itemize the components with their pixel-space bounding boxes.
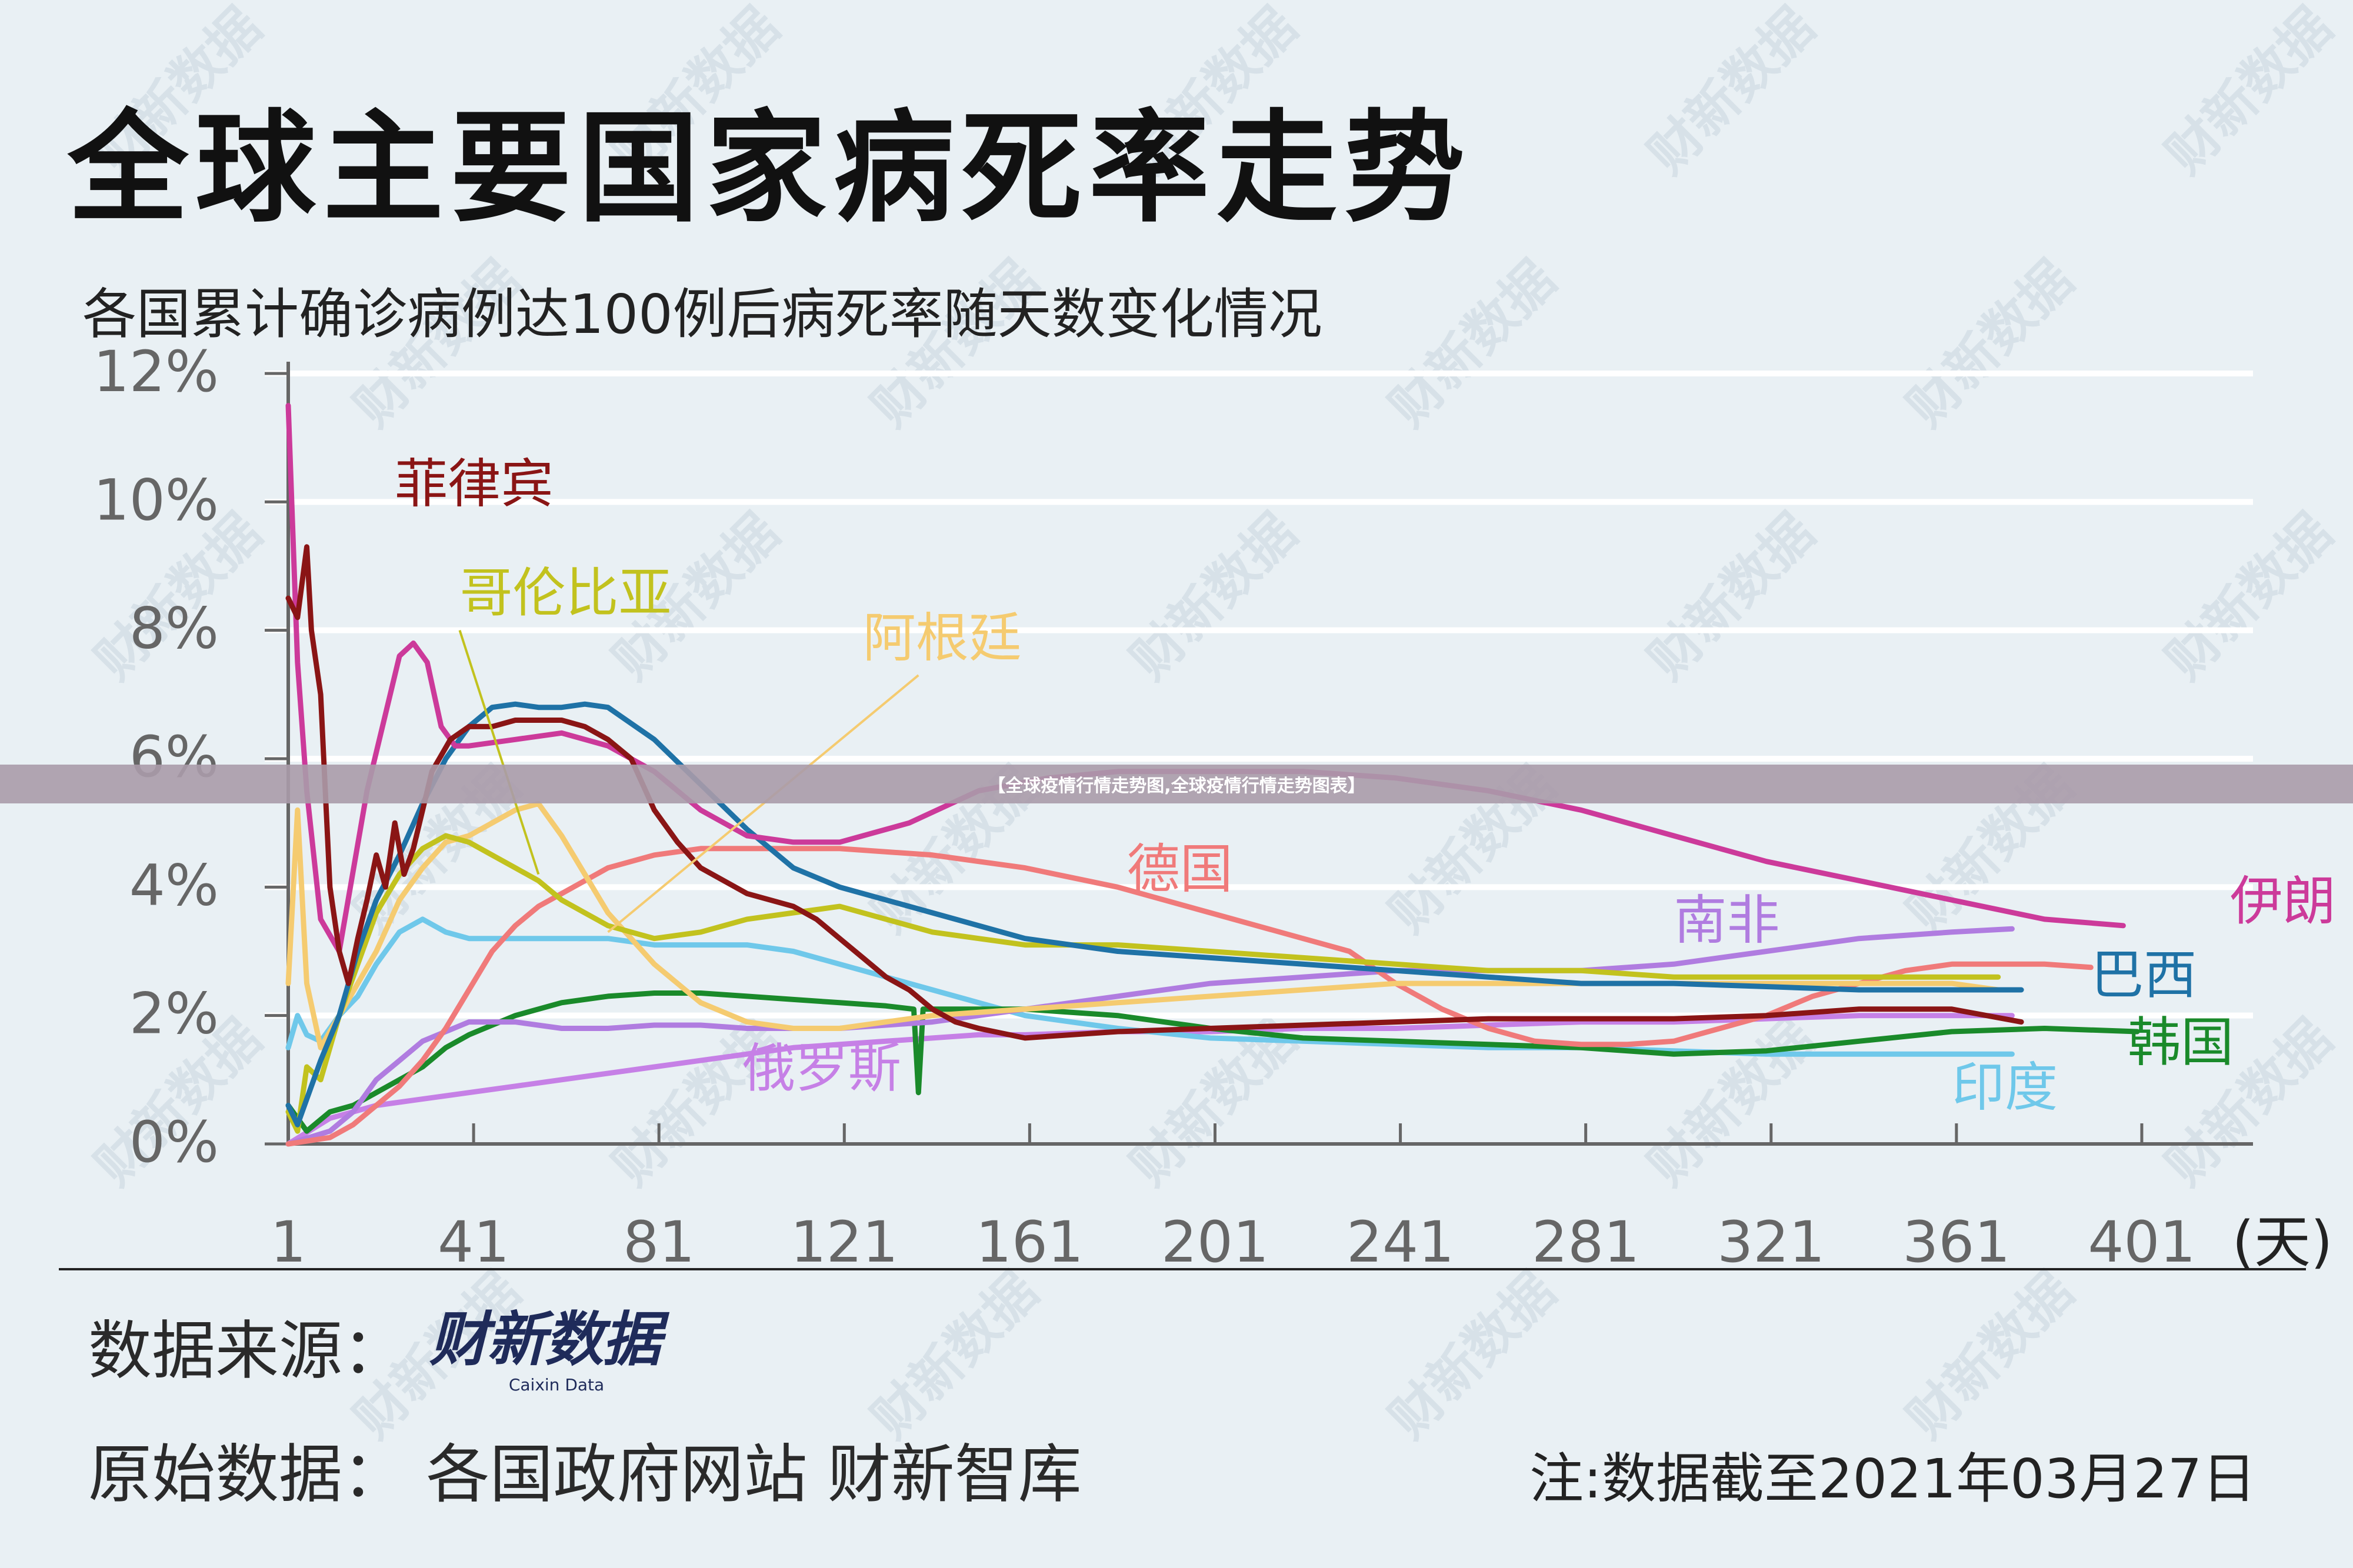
series-label: 菲律宾 [395,453,554,515]
watermark-text: 财新数据 [1637,502,1826,691]
original-data-source: 原始数据： 各国政府网站 财新智库 [88,1438,1082,1512]
logo-wordmark: 财新数据 [429,1305,661,1374]
series-label: 哥伦比亚 [459,562,671,624]
annotation-leader [458,630,540,875]
y-tick-label: 4% [129,852,219,918]
series-label: 巴西 [2091,944,2197,1006]
chart-title: 全球主要国家病死率走势 [68,99,1472,239]
x-tick-label: 121 [791,1209,898,1275]
y-tick-label: 0% [129,1109,219,1175]
series-label: 印度 [1952,1057,2058,1119]
x-tick-label: 1 [270,1209,306,1275]
watermark-text: 财新数据 [601,1007,791,1197]
watermark-text: 财新数据 [1119,502,1308,691]
x-tick-label: 281 [1532,1209,1639,1275]
series-label: 俄罗斯 [742,1037,901,1099]
x-axis-label: (天) [2232,1209,2333,1275]
caixin-data-logo: 财新数据 Caixin Data [429,1305,661,1395]
watermark-text: 财新数据 [1378,249,1567,438]
chart-subtitle: 各国累计确诊病例达100例后病死率随天数变化情况 [82,283,1322,346]
series-line [285,990,2140,1134]
footer-divider [59,1268,2306,1270]
chart-axes: 0%2%4%6%8%10%12%1 41 81 121 161 201 241 281 321 3… [94,339,2333,1275]
x-tick-label: 161 [976,1209,1084,1275]
series-line [285,403,2126,954]
watermark-text: 财新数据 [1895,249,2085,438]
x-tick-label: 241 [1347,1209,1454,1275]
source-label: 数据来源： [88,1315,406,1388]
watermark-text: 财新数据 [860,1260,1049,1450]
watermark-text: 财新数据 [1637,1007,1826,1197]
x-tick-label: 361 [1902,1209,2010,1275]
logo-subtext: Caixin Data [508,1375,605,1394]
y-tick-label: 8% [129,596,219,662]
x-tick-label: 41 [438,1209,509,1275]
series-line [285,833,2001,1134]
y-tick-label: 10% [94,467,219,533]
series-label: 阿根廷 [863,607,1022,669]
watermark-text: 财新数据 [1895,1260,2085,1450]
series-line [285,701,2024,1127]
series-line [285,1013,2015,1147]
series-label: 德国 [1127,838,1233,900]
caption-banner: 【全球疫情行情走势图,全球疫情行情走势图表】 [0,765,2353,803]
series-label: 南非 [1674,890,1779,952]
annotation-leader [607,674,919,933]
chart-annotations [458,630,919,933]
x-tick-label: 81 [623,1209,695,1275]
series-label: 韩国 [2128,1012,2234,1073]
y-tick-label: 12% [94,339,219,405]
x-tick-label: 201 [1161,1209,1269,1275]
watermark-text: 财新数据 [2154,0,2344,185]
caption-banner-text: 【全球疫情行情走势图,全球疫情行情走势图表】 [988,776,1365,796]
series-line [285,846,2094,1147]
y-tick-label: 2% [129,981,219,1047]
x-tick-label: 401 [2088,1209,2195,1275]
watermark-text: 财新数据 [1378,1260,1567,1450]
watermark-text: 财新数据 [1637,0,1826,185]
series-line [285,800,2001,1050]
chart-series [285,403,2140,1147]
x-tick-label: 321 [1717,1209,1825,1275]
data-cutoff-note: 注:数据截至2021年03月27日 [1529,1447,2257,1510]
watermark-text: 财新数据 [2154,502,2344,691]
series-label: 伊朗 [2230,870,2336,932]
